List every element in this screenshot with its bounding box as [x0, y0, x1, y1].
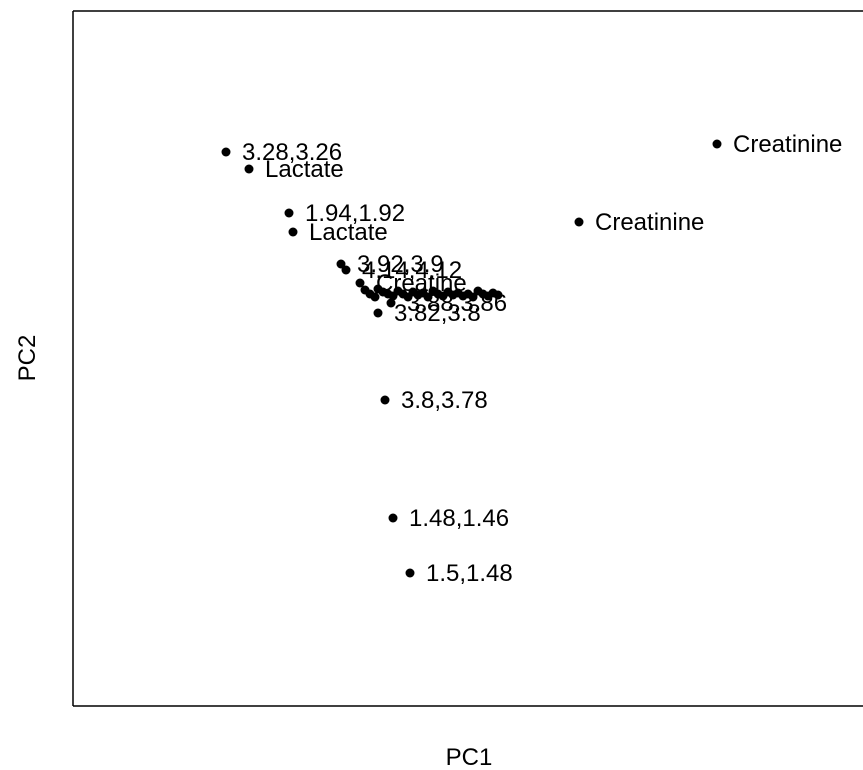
data-point [493, 290, 503, 300]
labels-layer: Creatinine3.28,3.26LactateCreatinine1.94… [242, 131, 842, 587]
data-point [373, 308, 383, 318]
point-label: 1.94,1.92 [305, 200, 405, 227]
data-point [355, 278, 365, 288]
points-layer [221, 139, 722, 578]
point-label: 3.82,3.8 [394, 300, 481, 327]
data-point [386, 298, 396, 308]
data-point [284, 208, 294, 218]
y-axis-title: PC2 [14, 335, 41, 382]
point-label: Lactate [309, 219, 388, 246]
point-label: Creatinine [733, 131, 842, 158]
point-label: 3.8,3.78 [401, 387, 488, 414]
point-label: Creatinine [595, 209, 704, 236]
point-label: Lactate [265, 156, 344, 183]
point-label: 4.14,4.12 [362, 257, 462, 284]
data-point [288, 227, 298, 237]
data-point [380, 395, 390, 405]
data-point [336, 259, 346, 269]
data-point [341, 265, 351, 275]
data-point [388, 513, 398, 523]
data-point [244, 164, 254, 174]
x-axis-title: PC1 [446, 744, 493, 770]
point-label: 3.88,3.86 [407, 290, 507, 317]
point-label: 3.28,3.26 [242, 139, 342, 166]
data-point [405, 568, 415, 578]
point-label: Creatine [376, 270, 467, 297]
data-point [423, 292, 433, 302]
data-point [712, 139, 722, 149]
data-point [468, 292, 478, 302]
point-label: 1.5,1.48 [426, 560, 513, 587]
data-point [574, 217, 584, 227]
plot-frame-layer [72, 10, 863, 707]
data-point [221, 147, 231, 157]
data-point [370, 292, 380, 302]
point-label: 1.48,1.46 [409, 505, 509, 532]
point-label: 3.92,3.9 [357, 251, 444, 278]
